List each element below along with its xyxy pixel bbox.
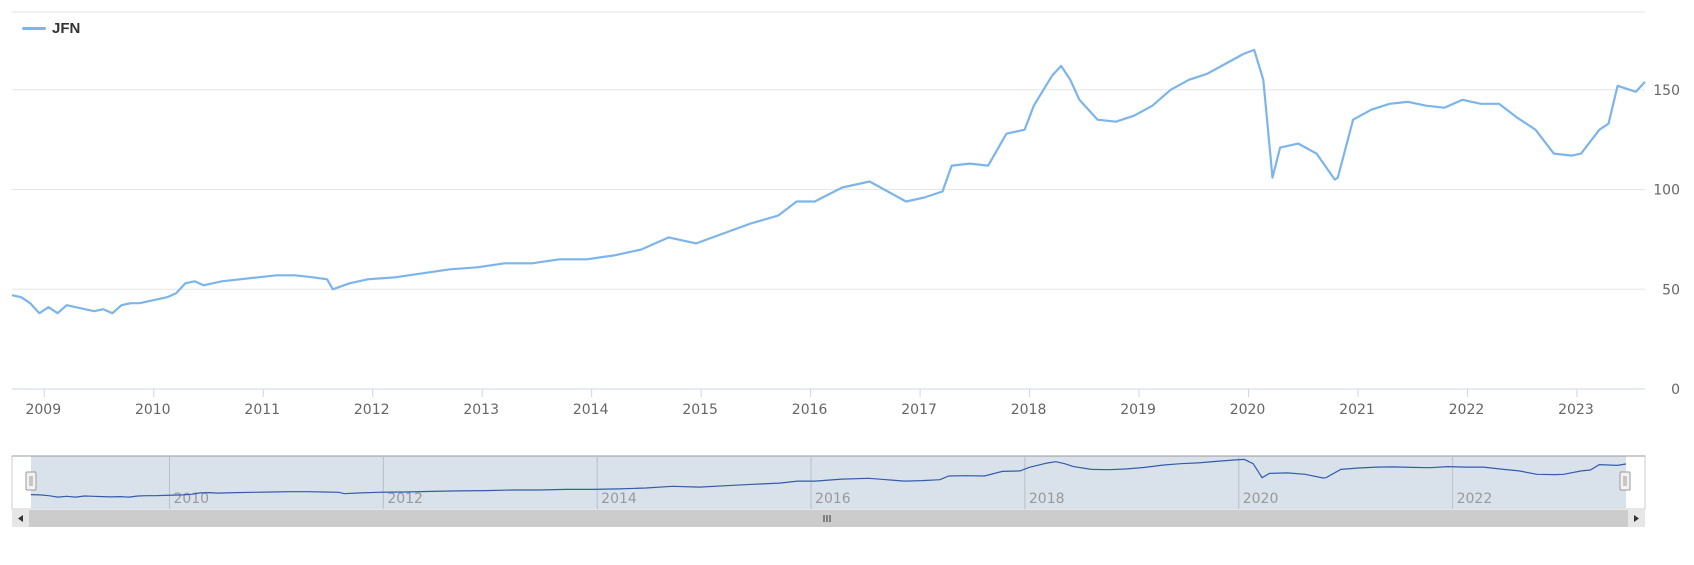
- navigator-series: [30, 458, 1627, 498]
- navigator-left-handle[interactable]: [25, 471, 37, 491]
- y-axis: 0 50 100 150: [1653, 83, 1680, 398]
- y-tick-label: 150: [1653, 83, 1680, 99]
- x-tick-label: 2021: [1339, 402, 1375, 418]
- arrow-right-icon: [1634, 515, 1639, 522]
- x-tick-label: 2012: [354, 402, 390, 418]
- x-tick-label: 2013: [463, 402, 499, 418]
- scrollbar-grip-icon: [823, 515, 831, 522]
- x-tick-label: 2019: [1120, 402, 1156, 418]
- x-tick-label: 2010: [135, 402, 171, 418]
- scrollbar-thumb[interactable]: [29, 510, 1628, 527]
- navigator-right-handle[interactable]: [1619, 471, 1631, 491]
- navigator[interactable]: 2010 2012 2014 2016 2018 2020 2022: [11, 455, 1646, 510]
- scrollbar-left-arrow[interactable]: [12, 510, 29, 527]
- scrollbar-right-arrow[interactable]: [1628, 510, 1645, 527]
- navigator-label: 2020: [1243, 491, 1279, 507]
- navigator-series-line: [30, 458, 1627, 498]
- y-tick-label: 100: [1653, 183, 1680, 199]
- series-layer: [11, 48, 1646, 315]
- x-tick-label: 2011: [244, 402, 280, 418]
- x-tick-label: 2009: [25, 402, 61, 418]
- x-tick-label: 2022: [1449, 402, 1485, 418]
- grid-lines: [12, 11, 1645, 290]
- navigator-selection[interactable]: [31, 456, 1626, 509]
- x-tick-label: 2015: [682, 402, 718, 418]
- navigator-grid: 2010 2012 2014 2016 2018 2020 2022: [168, 456, 1493, 509]
- legend-label-jfn[interactable]: JFN: [52, 20, 81, 37]
- scrollbar[interactable]: [12, 510, 1645, 527]
- x-axis: 2009 2010 2011 2012 2013 2014 2015 2016 2017 2018…: [12, 388, 1645, 418]
- x-tick-label: 2017: [901, 402, 937, 418]
- y-tick-label: 0: [1671, 382, 1680, 398]
- navigator-label: 2012: [387, 491, 423, 507]
- legend[interactable]: JFN: [22, 20, 80, 37]
- y-tick-label: 50: [1662, 282, 1680, 298]
- navigator-label: 2018: [1029, 491, 1065, 507]
- x-tick-label: 2020: [1230, 402, 1266, 418]
- navigator-label: 2022: [1457, 491, 1493, 507]
- x-tick-label: 2023: [1558, 402, 1594, 418]
- series-line-jfn[interactable]: [11, 48, 1646, 315]
- arrow-left-icon: [18, 515, 23, 522]
- navigator-label: 2016: [815, 491, 851, 507]
- x-tick-label: 2016: [792, 402, 828, 418]
- navigator-label: 2014: [601, 491, 637, 507]
- x-tick-label: 2014: [573, 402, 609, 418]
- legend-swatch: [22, 27, 46, 30]
- x-tick-label: 2018: [1011, 402, 1047, 418]
- navigator-label: 2010: [173, 491, 209, 507]
